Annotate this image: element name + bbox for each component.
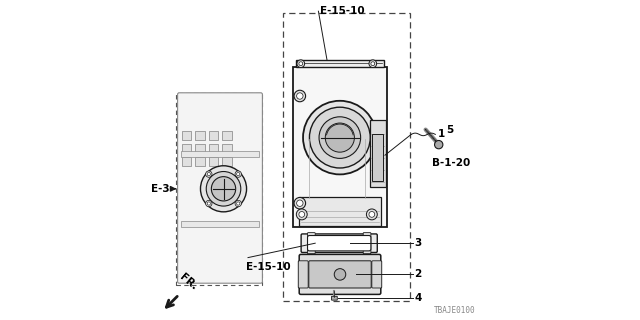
Bar: [222, 131, 232, 140]
Bar: [222, 157, 232, 166]
Circle shape: [371, 62, 375, 66]
Bar: [372, 134, 383, 181]
Bar: [182, 157, 191, 166]
Circle shape: [435, 140, 443, 149]
Text: 1: 1: [438, 129, 445, 140]
Text: E-3: E-3: [151, 184, 170, 194]
Bar: [300, 197, 381, 226]
Circle shape: [303, 101, 377, 174]
Circle shape: [299, 62, 303, 66]
Bar: [209, 157, 218, 166]
Circle shape: [206, 172, 241, 206]
FancyBboxPatch shape: [332, 296, 337, 300]
FancyBboxPatch shape: [301, 234, 378, 252]
Bar: [222, 144, 232, 153]
Circle shape: [235, 171, 241, 177]
Text: E-15-10: E-15-10: [246, 262, 291, 272]
Bar: [209, 144, 218, 153]
Circle shape: [205, 200, 212, 207]
FancyBboxPatch shape: [307, 236, 371, 251]
Circle shape: [334, 268, 346, 280]
Bar: [182, 131, 191, 140]
Bar: [296, 60, 384, 67]
Text: 4: 4: [415, 293, 422, 303]
Circle shape: [366, 209, 378, 220]
Circle shape: [205, 171, 212, 177]
Circle shape: [200, 166, 246, 212]
Text: TBAJE0100: TBAJE0100: [433, 306, 475, 315]
Circle shape: [296, 209, 307, 220]
Text: FR.: FR.: [178, 271, 199, 292]
Circle shape: [294, 90, 306, 102]
Bar: [209, 131, 218, 140]
Circle shape: [297, 60, 305, 68]
Circle shape: [325, 123, 355, 152]
Bar: [181, 221, 259, 227]
Circle shape: [237, 202, 240, 205]
Circle shape: [207, 172, 211, 176]
Circle shape: [369, 212, 375, 217]
Text: 3: 3: [415, 238, 422, 248]
Text: E-15-10: E-15-10: [320, 6, 365, 16]
Circle shape: [235, 200, 241, 207]
Circle shape: [310, 107, 370, 168]
Bar: [181, 151, 259, 157]
Bar: [182, 144, 191, 153]
Bar: [195, 157, 205, 166]
Text: 2: 2: [415, 269, 422, 279]
Text: B-1-20: B-1-20: [432, 158, 470, 168]
FancyBboxPatch shape: [178, 93, 262, 283]
FancyBboxPatch shape: [307, 233, 316, 254]
FancyBboxPatch shape: [300, 254, 381, 294]
FancyBboxPatch shape: [372, 261, 381, 288]
Circle shape: [207, 202, 211, 205]
Bar: [176, 93, 262, 285]
Bar: [195, 131, 205, 140]
Circle shape: [297, 200, 303, 206]
FancyBboxPatch shape: [298, 261, 308, 288]
Text: 5: 5: [445, 124, 453, 135]
FancyBboxPatch shape: [364, 233, 371, 254]
Circle shape: [211, 177, 236, 201]
Bar: [370, 120, 385, 187]
Circle shape: [319, 117, 361, 158]
Circle shape: [237, 172, 240, 176]
Circle shape: [297, 93, 303, 99]
FancyBboxPatch shape: [292, 67, 387, 227]
Bar: [195, 144, 205, 153]
Bar: [283, 13, 410, 301]
Circle shape: [369, 60, 376, 68]
Circle shape: [299, 212, 305, 217]
FancyBboxPatch shape: [309, 261, 371, 288]
Circle shape: [294, 197, 306, 209]
